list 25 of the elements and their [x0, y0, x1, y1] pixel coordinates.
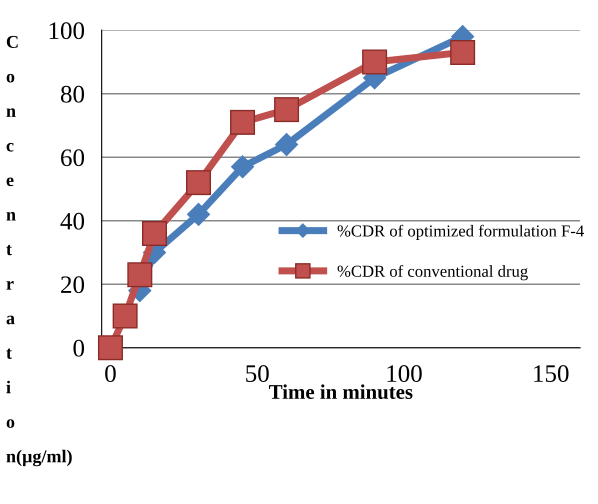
point	[127, 262, 152, 288]
y-tick-label: 100	[50, 22, 84, 40]
point	[142, 220, 167, 246]
y-tick-label: 0	[73, 340, 84, 357]
y-tick-label: 80	[60, 86, 84, 103]
point	[187, 202, 210, 226]
legend-label: %CDR of conventional drug	[338, 264, 528, 280]
point	[231, 155, 254, 178]
point	[274, 97, 300, 122]
y-tick-label: 60	[61, 149, 84, 166]
point	[98, 335, 123, 360]
x-tick-label: 100	[387, 365, 422, 382]
y-tick-label: 20	[61, 276, 84, 294]
point	[112, 304, 138, 329]
point	[275, 133, 298, 156]
x-tick-label: 150	[534, 365, 569, 382]
x-tick-label: 50	[246, 365, 269, 382]
x-axis-title: Time in minutes	[269, 384, 413, 400]
x-tick-label: 0	[105, 365, 116, 382]
legend-label: %CDR of optimized formulation F-4	[338, 224, 584, 240]
point	[362, 49, 388, 74]
point	[230, 110, 256, 135]
point	[450, 40, 476, 65]
y-tick-label: 40	[60, 212, 84, 230]
point	[186, 170, 212, 196]
